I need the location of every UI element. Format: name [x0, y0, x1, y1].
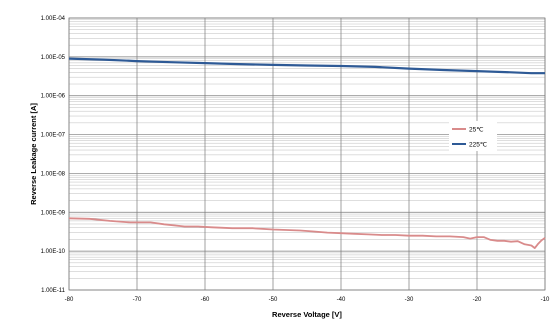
series-25c-line: [68, 217, 546, 250]
legend-label-25c: 25℃: [469, 126, 484, 133]
y-tick-label: 1.00E-04: [41, 16, 66, 22]
x-tick-label: -20: [473, 297, 482, 303]
y-tick-label: 1.00E-09: [41, 210, 66, 216]
y-tick-label: 1.00E-10: [41, 249, 66, 255]
series-layer: [68, 57, 546, 250]
x-axis-title: Reverse Voltage [V]: [272, 310, 342, 319]
y-tick-label: 1.00E-05: [41, 55, 66, 61]
x-tick-label: -70: [133, 297, 142, 303]
x-tick-label: -40: [337, 297, 346, 303]
series-225c-line: [68, 57, 545, 75]
y-tick-label: 1.00E-08: [41, 171, 66, 177]
y-axis-title: Reverse Leakage current [A]: [29, 103, 38, 205]
x-tick-label: -30: [405, 297, 414, 303]
legend-label-225c: 225℃: [469, 141, 488, 148]
y-tick-label: 1.00E-07: [41, 133, 66, 139]
legend: 25℃ 225℃: [449, 121, 497, 151]
x-tick-label: -60: [201, 297, 210, 303]
x-tick-label: -10: [541, 297, 550, 303]
plot-area: [68, 17, 546, 291]
y-tick-label: 1.00E-06: [41, 94, 66, 100]
x-tick-label: -50: [269, 297, 278, 303]
x-axis-ticks: -80 -70 -60 -50 -40 -30 -20 -10: [65, 297, 550, 303]
legend-box: [449, 121, 497, 151]
y-axis-ticks: 1.00E-04 1.00E-05 1.00E-06 1.00E-07 1.00E-08…: [41, 16, 66, 294]
minor-grid: [69, 19, 545, 279]
y-tick-label: 1.00E-11: [41, 288, 66, 294]
x-tick-label: -80: [65, 297, 74, 303]
